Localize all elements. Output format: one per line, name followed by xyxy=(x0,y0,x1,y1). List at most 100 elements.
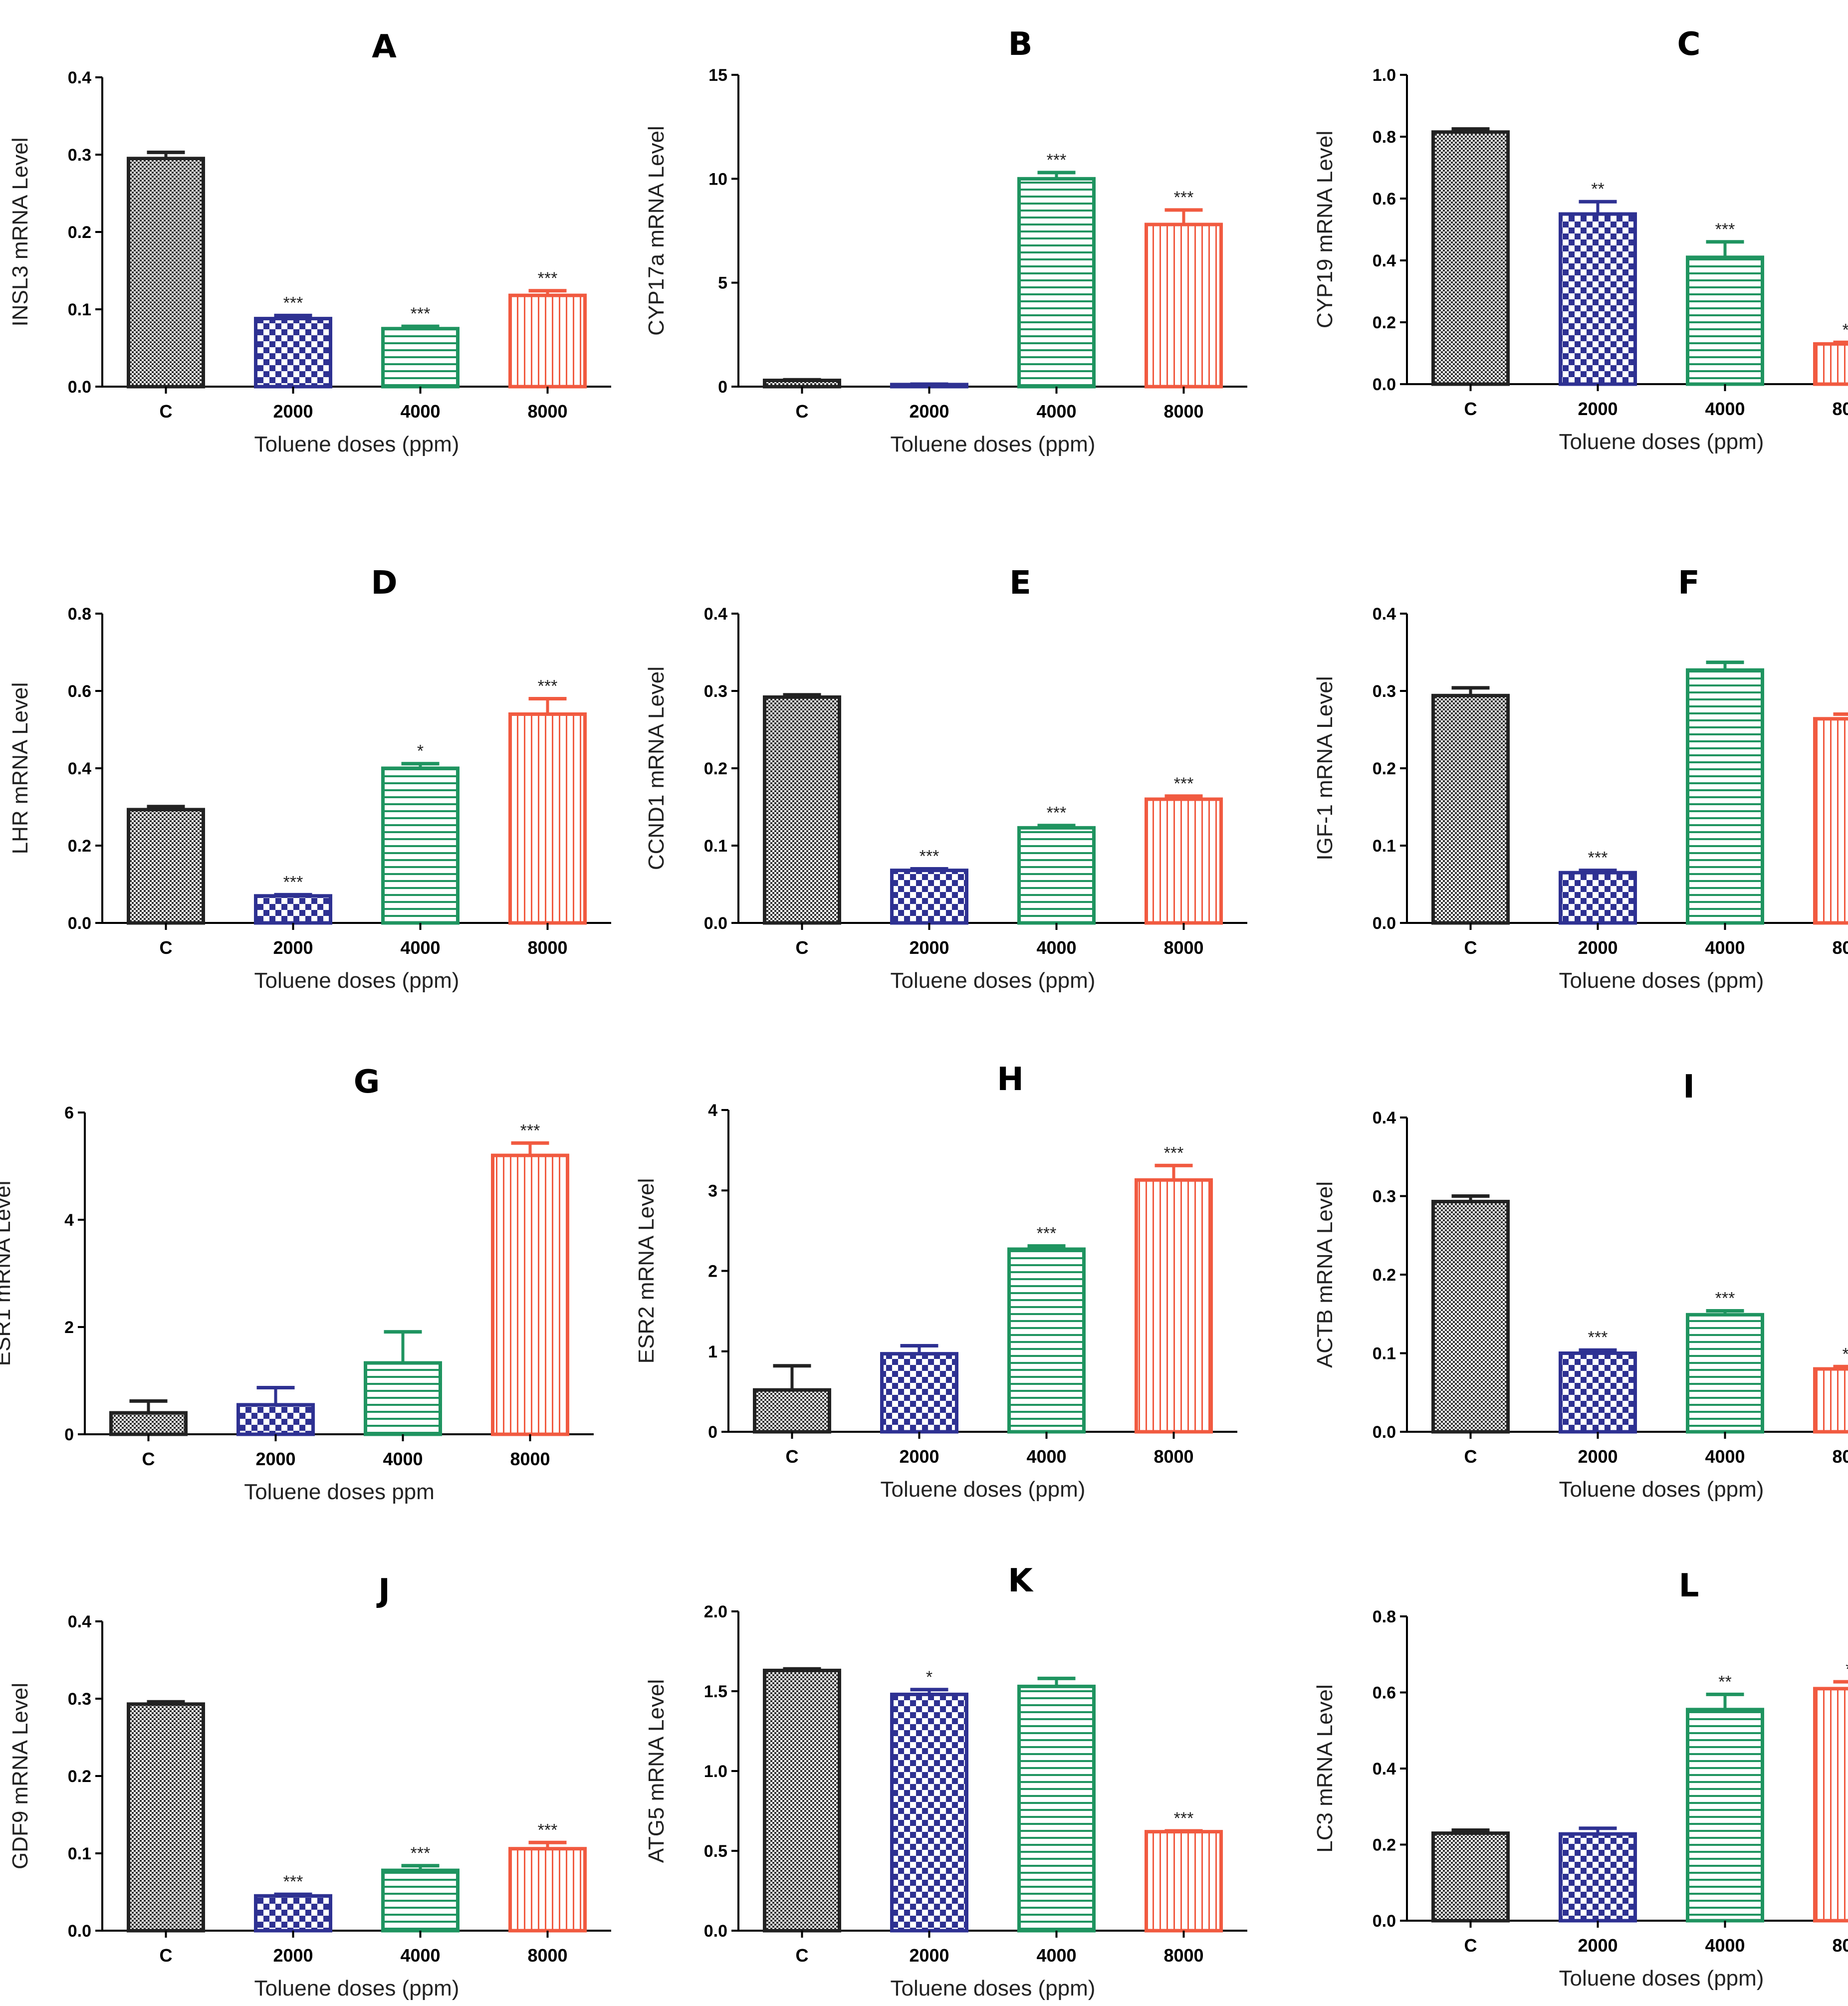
panel-e-x-axis-title: Toluene doses (ppm) xyxy=(891,968,1096,993)
panel-l-y-tick-label: 0.4 xyxy=(1373,1760,1396,1779)
panel-a-significance-label: *** xyxy=(411,304,431,323)
panel-l-category-label: 8000 xyxy=(1832,1935,1848,1956)
panel-f-y-tick-label: 0.4 xyxy=(1373,605,1396,624)
panel-b-y-tick-label: 0 xyxy=(718,378,727,397)
panel-e-category-label: C xyxy=(796,937,809,958)
panel-d-significance-label: *** xyxy=(283,873,303,892)
panel-j-title: J xyxy=(376,1572,390,1609)
panel-b-bar-4000 xyxy=(1017,177,1096,389)
panel-c-y-tick-label: 0.8 xyxy=(1373,128,1396,147)
panel-k-bar-4000 xyxy=(1017,1684,1096,1933)
panel-a-x-axis-title: Toluene doses (ppm) xyxy=(254,432,460,456)
panel-g-significance-label: *** xyxy=(520,1121,540,1140)
panel-f-bar-8000 xyxy=(1813,717,1848,925)
panel-j-category-label: 8000 xyxy=(527,1945,567,1966)
panel-d-bar-8000 xyxy=(508,712,587,925)
panel-j-significance-label: *** xyxy=(538,1820,558,1839)
panel-e-y-axis-title: CCND1 mRNA Level xyxy=(644,667,669,870)
panel-b-category-label: 2000 xyxy=(909,401,949,422)
panel-d-bar-2000 xyxy=(254,894,332,925)
panel-a-y-axis-title: INSL3 mRNA Level xyxy=(8,137,32,326)
panel-k-bar-2000 xyxy=(890,1692,968,1933)
panel-e-significance-label: *** xyxy=(1174,774,1194,793)
panel-b-y-axis-title: CYP17a mRNA Level xyxy=(644,126,669,336)
panel-i-x-axis-title: Toluene doses (ppm) xyxy=(1559,1477,1764,1502)
panel-c-bar-8000 xyxy=(1813,342,1848,386)
panel-i-y-tick-label: 0.3 xyxy=(1373,1187,1396,1206)
panel-f-y-tick-label: 0.1 xyxy=(1373,837,1396,856)
panel-a-significance-label: *** xyxy=(538,269,558,288)
panel-f-category-label: C xyxy=(1464,937,1477,958)
panel-e-bar-2000 xyxy=(890,869,968,925)
panel-b-bar-8000 xyxy=(1145,223,1223,389)
panel-h-y-tick-label: 0 xyxy=(708,1423,717,1442)
panel-j-y-tick-label: 0.1 xyxy=(68,1844,91,1863)
panel-l-bar-4000 xyxy=(1686,1708,1764,1923)
panel-e-category-label: 8000 xyxy=(1163,937,1203,958)
panel-f-title: F xyxy=(1678,565,1700,602)
panel-i-bar-8000 xyxy=(1813,1367,1848,1434)
panel-l-category-label: 2000 xyxy=(1578,1935,1617,1956)
panel-b-significance-label: *** xyxy=(1174,188,1194,207)
panel-c-bar-4000 xyxy=(1686,255,1764,386)
panel-c-significance-label: ** xyxy=(1591,180,1604,199)
panel-i-bar-4000 xyxy=(1686,1313,1764,1434)
panel-g-y-axis-title: ESR1 mRNA Level xyxy=(0,1181,15,1366)
panel-e-y-tick-label: 0.1 xyxy=(704,837,727,856)
panel-f-category-label: 8000 xyxy=(1832,937,1848,958)
panel-l-category-label: 4000 xyxy=(1705,1935,1745,1956)
chart-panel-h: H 0 1 2 3 4 ESR2 mRNA Level C 2000 *** 4000 *** 8000… xyxy=(634,1061,1237,1502)
panel-h-category-label: 8000 xyxy=(1154,1446,1193,1467)
panel-l-y-tick-label: 0.0 xyxy=(1373,1912,1396,1931)
panel-a-category-label: 8000 xyxy=(527,401,567,422)
panel-k-y-tick-label: 1.0 xyxy=(704,1762,727,1781)
panel-h-y-tick-label: 3 xyxy=(708,1181,717,1200)
chart-panel-g: G 0 2 4 6 ESR1 mRNA Level C 2000 4000 *** 8000 Tolu… xyxy=(0,1064,594,1504)
panel-b-category-label: 8000 xyxy=(1163,401,1203,422)
panel-h-bar-2000 xyxy=(880,1352,958,1434)
panel-i-bar-2000 xyxy=(1559,1351,1637,1434)
panel-d-bar-c xyxy=(127,808,205,925)
panel-h-title: H xyxy=(997,1061,1024,1098)
panel-g-category-label: 2000 xyxy=(255,1449,295,1469)
panel-e-significance-label: *** xyxy=(920,847,939,866)
panel-f-x-axis-title: Toluene doses (ppm) xyxy=(1559,968,1764,993)
panel-g-bar-c xyxy=(109,1411,188,1436)
panel-e-bar-4000 xyxy=(1017,826,1096,925)
panel-h-x-axis-title: Toluene doses (ppm) xyxy=(881,1477,1086,1502)
chart-panel-d: D 0.0 0.2 0.4 0.6 0.8 LHR mRNA Level C *** 2000 * 4… xyxy=(8,565,611,993)
panel-d-category-label: C xyxy=(160,937,173,958)
panel-a-bar-2000 xyxy=(254,317,332,389)
panel-b-title: B xyxy=(1008,26,1033,63)
panel-f-bar-c xyxy=(1431,693,1510,925)
panel-j-bar-2000 xyxy=(254,1894,332,1933)
panel-g-bar-8000 xyxy=(491,1153,569,1436)
panel-e-significance-label: *** xyxy=(1047,804,1067,823)
panel-e-bar-8000 xyxy=(1145,797,1223,925)
panel-a-category-label: C xyxy=(160,401,173,422)
chart-panel-k: K 0.0 0.5 1.0 1.5 2.0 ATG5 mRNA Level C * 2000 400… xyxy=(644,1562,1247,2001)
panel-f-y-tick-label: 0.2 xyxy=(1373,759,1396,778)
panel-l-y-tick-label: 0.2 xyxy=(1373,1836,1396,1855)
panel-g-category-label: C xyxy=(142,1449,155,1469)
panel-c-bar-2000 xyxy=(1559,212,1637,386)
panel-a-y-tick-label: 0.4 xyxy=(68,68,91,87)
panel-b-y-tick-label: 15 xyxy=(708,66,727,85)
panel-e-y-tick-label: 0.3 xyxy=(704,682,727,701)
panel-j-bar-c xyxy=(127,1702,205,1933)
panel-h-significance-label: *** xyxy=(1164,1143,1184,1162)
panel-f-y-tick-label: 0.0 xyxy=(1373,914,1396,933)
panel-d-y-tick-label: 0.0 xyxy=(68,914,91,933)
panel-b-x-axis-title: Toluene doses (ppm) xyxy=(891,432,1096,456)
panel-d-category-label: 2000 xyxy=(273,937,313,958)
panel-h-y-tick-label: 4 xyxy=(708,1101,717,1120)
panel-j-y-tick-label: 0.3 xyxy=(68,1690,91,1709)
panel-b-category-label: 4000 xyxy=(1036,401,1076,422)
panel-i-y-tick-label: 0.0 xyxy=(1373,1423,1396,1442)
panel-c-category-label: 4000 xyxy=(1705,399,1745,419)
panel-f-category-label: 2000 xyxy=(1578,937,1617,958)
panel-h-significance-label: *** xyxy=(1037,1224,1057,1243)
panel-e-y-tick-label: 0.0 xyxy=(704,914,727,933)
